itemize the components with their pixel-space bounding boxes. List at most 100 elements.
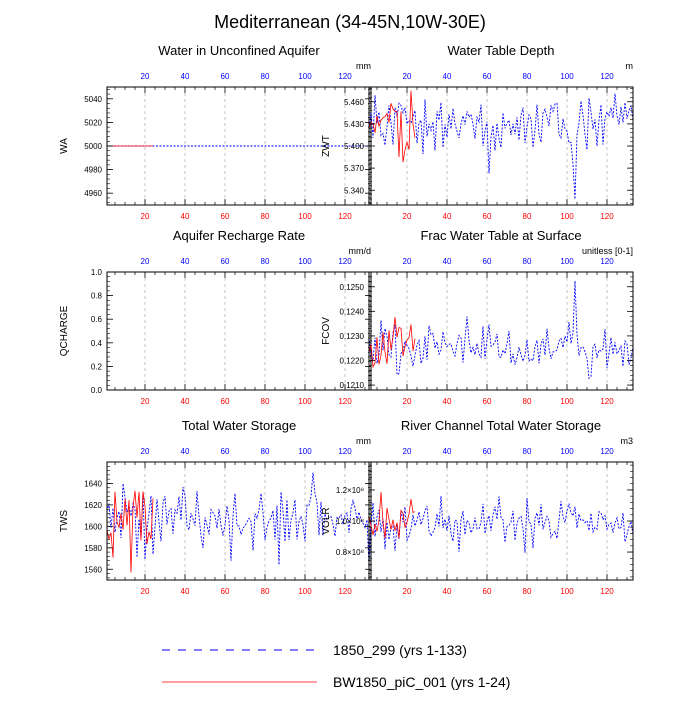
series-line-0 xyxy=(368,280,634,380)
series-line-0 xyxy=(368,93,634,200)
x-tick-label-bottom: 120 xyxy=(338,397,352,406)
x-tick-label-top: 20 xyxy=(141,72,150,81)
x-tick-label-top: 80 xyxy=(261,447,270,456)
x-tick-label-top: 120 xyxy=(338,72,352,81)
panel-title: Water Table Depth xyxy=(448,43,555,58)
x-tick-label-top: 60 xyxy=(221,72,230,81)
y-axis-label: QCHARGE xyxy=(59,305,70,356)
x-tick-label-bottom: 80 xyxy=(523,397,532,406)
series-line-1 xyxy=(106,490,154,573)
x-tick-label-bottom: 60 xyxy=(483,397,492,406)
x-tick-label-top: 80 xyxy=(523,257,532,266)
y-axis-label: WA xyxy=(59,138,70,154)
y-tick-label: 5.400 xyxy=(344,142,365,151)
x-tick-label-top: 80 xyxy=(261,72,270,81)
x-tick-label-bottom: 40 xyxy=(443,397,452,406)
x-tick-label-bottom: 120 xyxy=(338,212,352,221)
x-tick-label-bottom: 60 xyxy=(483,587,492,596)
x-tick-label-bottom: 80 xyxy=(261,212,270,221)
panel-units: mm xyxy=(356,61,371,71)
panel-title: Frac Water Table at Surface xyxy=(420,228,581,243)
panel-volr: River Channel Total Water Storage m3 VOLR 2… xyxy=(321,418,634,596)
x-tick-label-top: 100 xyxy=(560,447,574,456)
y-tick-label: 1.2×10⁸ xyxy=(336,486,364,495)
series-line-1 xyxy=(368,90,416,163)
plot-frame xyxy=(368,271,634,391)
y-tick-label: 1560 xyxy=(84,565,102,574)
y-tick-label: 5000 xyxy=(84,142,102,151)
y-tick-label: 4960 xyxy=(84,189,102,198)
y-tick-label: 0.1220 xyxy=(340,357,365,366)
x-tick-label-bottom: 100 xyxy=(298,587,312,596)
x-tick-label-bottom: 60 xyxy=(483,212,492,221)
y-tick-label: 0.2 xyxy=(91,362,103,371)
x-tick-label-top: 80 xyxy=(523,447,532,456)
x-tick-label-top: 100 xyxy=(298,72,312,81)
x-tick-label-bottom: 20 xyxy=(141,212,150,221)
y-axis-label: FCOV xyxy=(321,317,332,345)
x-tick-label-top: 120 xyxy=(600,72,614,81)
x-tick-label-top: 60 xyxy=(221,257,230,266)
x-tick-label-bottom: 20 xyxy=(141,587,150,596)
x-tick-label-bottom: 80 xyxy=(261,587,270,596)
x-tick-label-bottom: 20 xyxy=(403,397,412,406)
legend-label-0: 1850_299 (yrs 1-133) xyxy=(333,642,467,658)
x-tick-label-bottom: 60 xyxy=(221,212,230,221)
x-tick-label-top: 20 xyxy=(141,447,150,456)
y-tick-label: 0.1230 xyxy=(340,332,365,341)
series-line-1 xyxy=(368,492,416,539)
panel-wa: Water in Unconfined Aquifer mm WA 20 20 40 40 6… xyxy=(59,43,372,221)
y-tick-label: 0.8×10⁸ xyxy=(336,548,364,557)
panel-title: Total Water Storage xyxy=(182,418,296,433)
x-tick-label-top: 40 xyxy=(443,72,452,81)
x-tick-label-top: 40 xyxy=(443,257,452,266)
x-tick-label-top: 20 xyxy=(403,257,412,266)
figure-title: Mediterranean (34-45N,10W-30E) xyxy=(214,12,486,32)
x-tick-label-bottom: 40 xyxy=(181,587,190,596)
x-tick-label-bottom: 40 xyxy=(443,587,452,596)
y-tick-label: 1620 xyxy=(84,501,102,510)
x-tick-label-bottom: 120 xyxy=(600,397,614,406)
x-tick-label-bottom: 60 xyxy=(221,397,230,406)
x-tick-label-top: 100 xyxy=(560,72,574,81)
x-tick-label-bottom: 120 xyxy=(600,212,614,221)
x-tick-label-bottom: 80 xyxy=(261,397,270,406)
x-tick-label-top: 40 xyxy=(181,257,190,266)
panel-qcharge: Aquifer Recharge Rate mm/d QCHARGE 20 20 40 40… xyxy=(59,228,372,406)
y-axis-label: ZWT xyxy=(321,135,332,157)
panel-zwt: Water Table Depth m ZWT 20 20 40 40 60 60 80 80 100… xyxy=(321,43,634,221)
x-tick-label-top: 80 xyxy=(261,257,270,266)
y-tick-label: 0.1240 xyxy=(340,307,365,316)
x-tick-label-bottom: 40 xyxy=(443,212,452,221)
x-tick-label-top: 40 xyxy=(181,447,190,456)
plot-frame xyxy=(368,461,634,581)
panel-title: Water in Unconfined Aquifer xyxy=(158,43,320,58)
x-tick-label-bottom: 60 xyxy=(221,587,230,596)
x-tick-label-top: 40 xyxy=(181,72,190,81)
y-tick-label: 0.0 xyxy=(91,386,103,395)
series-line-0 xyxy=(368,496,634,553)
x-tick-label-top: 20 xyxy=(403,447,412,456)
x-tick-label-bottom: 20 xyxy=(403,212,412,221)
series-line-1 xyxy=(368,316,416,369)
x-tick-label-top: 20 xyxy=(141,257,150,266)
y-tick-label: 0.1210 xyxy=(340,381,365,390)
y-tick-label: 5020 xyxy=(84,118,102,127)
panel-units: mm/d xyxy=(349,246,372,256)
x-tick-label-top: 80 xyxy=(523,72,532,81)
panel-title: Aquifer Recharge Rate xyxy=(173,228,305,243)
y-tick-label: 5.370 xyxy=(344,164,365,173)
panel-tws: Total Water Storage mm TWS 20 20 40 40 60 60 80 80… xyxy=(59,418,372,596)
x-tick-label-top: 60 xyxy=(221,447,230,456)
x-tick-label-top: 100 xyxy=(560,257,574,266)
x-tick-label-top: 100 xyxy=(298,447,312,456)
y-tick-label: 5.340 xyxy=(344,186,365,195)
y-tick-label: 1640 xyxy=(84,479,102,488)
x-tick-label-bottom: 40 xyxy=(181,397,190,406)
panel-units: m xyxy=(626,61,634,71)
x-tick-label-top: 120 xyxy=(338,447,352,456)
x-tick-label-top: 100 xyxy=(298,257,312,266)
